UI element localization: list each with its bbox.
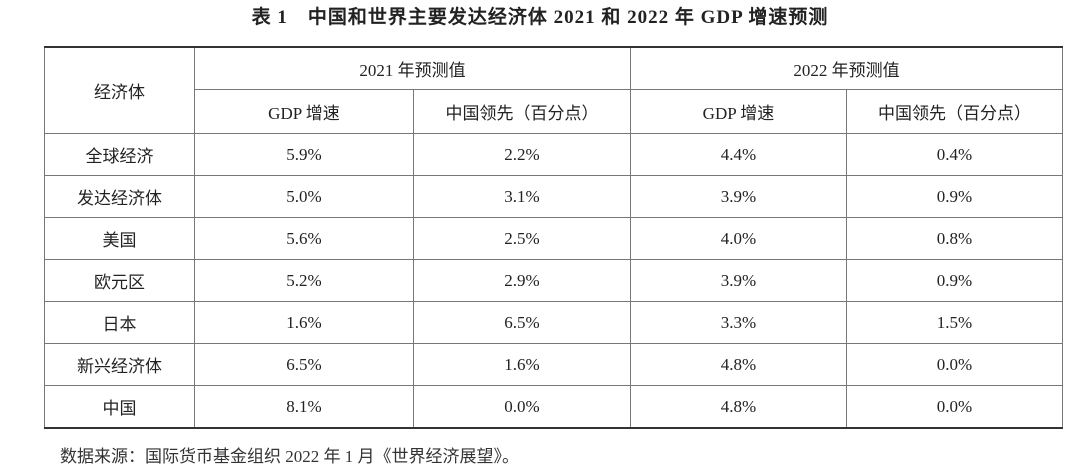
table-row: 全球经济 5.9% 2.2% 4.4% 0.4%	[44, 133, 1063, 176]
row-label: 日本	[44, 301, 195, 344]
table-title: 表 1 中国和世界主要发达经济体 2021 和 2022 年 GDP 增速预测	[251, 7, 829, 28]
source-note: 数据来源：国际货币基金组织 2022 年 1 月《世界经济展望》。	[60, 447, 519, 466]
sub-header: 中国领先（百分点）	[846, 89, 1063, 134]
table-row: 日本 1.6% 6.5% 3.3% 1.5%	[44, 301, 1063, 344]
table-cell: 5.0%	[194, 175, 414, 218]
corner-header: 经济体	[44, 46, 195, 134]
table-cell: 0.4%	[846, 133, 1063, 176]
table-cell: 1.6%	[194, 301, 414, 344]
row-label: 欧元区	[44, 259, 195, 302]
row-label: 全球经济	[44, 133, 195, 176]
table-cell: 3.1%	[413, 175, 631, 218]
table-cell: 2.5%	[413, 217, 631, 260]
table-cell: 5.2%	[194, 259, 414, 302]
table-cell: 2.2%	[413, 133, 631, 176]
table-cell: 4.0%	[630, 217, 847, 260]
row-label: 中国	[44, 385, 195, 429]
table-row: 中国 8.1% 0.0% 4.8% 0.0%	[44, 385, 1063, 429]
table-cell: 3.9%	[630, 175, 847, 218]
table-cell: 4.4%	[630, 133, 847, 176]
table-cell: 3.9%	[630, 259, 847, 302]
row-label: 美国	[44, 217, 195, 260]
table-cell: 4.8%	[630, 343, 847, 386]
sub-header: GDP 增速	[630, 89, 847, 134]
table-cell: 5.6%	[194, 217, 414, 260]
table-cell: 5.9%	[194, 133, 414, 176]
table-cell: 0.0%	[846, 343, 1063, 386]
group-header: 2021 年预测值	[194, 46, 631, 90]
table-cell: 3.3%	[630, 301, 847, 344]
table-cell: 2.9%	[413, 259, 631, 302]
table-cell: 0.0%	[846, 385, 1063, 429]
table-cell: 0.0%	[413, 385, 631, 429]
table-row: 美国 5.6% 2.5% 4.0% 0.8%	[44, 217, 1063, 260]
table-cell: 0.9%	[846, 259, 1063, 302]
table-cell: 1.5%	[846, 301, 1063, 344]
sub-header: 中国领先（百分点）	[413, 89, 631, 134]
group-header: 2022 年预测值	[630, 46, 1063, 90]
table-row: 新兴经济体 6.5% 1.6% 4.8% 0.0%	[44, 343, 1063, 386]
sub-header: GDP 增速	[194, 89, 414, 134]
table-cell: 8.1%	[194, 385, 414, 429]
data-table: 经济体 2021 年预测值 2022 年预测值 GDP 增速 中国领先（百分点）…	[44, 46, 1063, 429]
row-label: 新兴经济体	[44, 343, 195, 386]
table-cell: 0.9%	[846, 175, 1063, 218]
table-cell: 0.8%	[846, 217, 1063, 260]
table-row: 发达经济体 5.0% 3.1% 3.9% 0.9%	[44, 175, 1063, 218]
table-cell: 6.5%	[413, 301, 631, 344]
table-row: 欧元区 5.2% 2.9% 3.9% 0.9%	[44, 259, 1063, 302]
row-label: 发达经济体	[44, 175, 195, 218]
table-cell: 1.6%	[413, 343, 631, 386]
table-cell: 4.8%	[630, 385, 847, 429]
table-cell: 6.5%	[194, 343, 414, 386]
